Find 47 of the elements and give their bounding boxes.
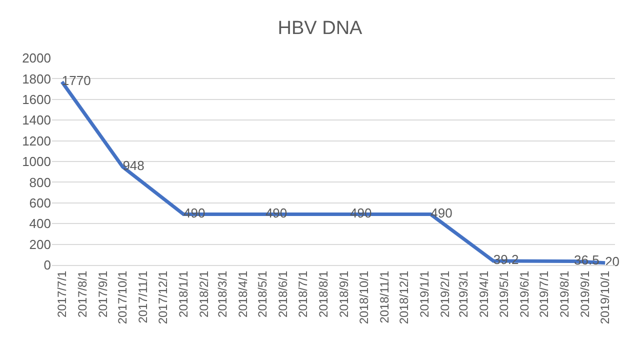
x-tick-label: 2019/7/1 [537, 270, 552, 318]
data-label: 39.2 [493, 252, 519, 268]
data-label: 490 [350, 206, 372, 221]
y-tick-label: 400 [29, 216, 51, 232]
x-tick-label: 2018/12/1 [397, 270, 412, 324]
x-tick-label: 2019/8/1 [558, 270, 572, 318]
x-tick-label: 2018/11/1 [377, 270, 392, 324]
y-tick-label: 1600 [22, 92, 51, 107]
x-tick-label: 2019/3/1 [456, 270, 471, 318]
x-tick-label: 2018/1/1 [176, 270, 190, 318]
data-label: 948 [122, 158, 144, 174]
y-tick-label: 1000 [22, 154, 51, 170]
x-tick-label: 2018/7/1 [296, 270, 310, 318]
x-tick-label: 2017/12/1 [156, 270, 170, 324]
x-tick-label: 2019/6/1 [517, 270, 532, 318]
x-tick-label: 2019/4/1 [477, 270, 492, 318]
x-tick-label: 2017/10/1 [116, 270, 130, 324]
y-tick-label: 800 [29, 174, 51, 190]
data-label: 490 [430, 206, 452, 221]
x-tick-label: 2019/1/1 [418, 270, 432, 318]
x-tick-label: 2019/9/1 [578, 270, 592, 318]
y-tick-label: 200 [29, 236, 51, 252]
x-tick-label: 2018/9/1 [336, 270, 351, 318]
y-tick-label: 1200 [22, 133, 51, 148]
data-label: 1770 [62, 73, 91, 88]
y-tick-label: 1800 [22, 71, 51, 86]
x-tick-label: 2017/8/1 [75, 270, 90, 318]
x-tick-label: 2018/8/1 [316, 270, 330, 318]
x-tick-label: 2017/9/1 [96, 270, 110, 318]
y-tick-label: 1400 [22, 112, 51, 128]
x-tick-label: 2017/11/1 [136, 270, 150, 324]
x-tick-label: 2018/2/1 [196, 270, 211, 318]
data-label: 490 [265, 206, 288, 221]
y-tick-label: 0 [44, 258, 51, 273]
x-tick-label: 2019/5/1 [496, 270, 511, 318]
x-tick-label: 2018/3/1 [215, 270, 230, 318]
x-tick-label: 2019/10/1 [598, 270, 612, 324]
x-tick-label: 2019/2/1 [438, 270, 452, 318]
y-tick-label: 2000 [22, 50, 51, 66]
x-tick-label: 2017/7/1 [54, 270, 69, 318]
x-tick-label: 2018/6/1 [276, 270, 290, 318]
x-tick-label: 2018/4/1 [236, 270, 250, 318]
x-tick-label: 2018/10/1 [356, 270, 371, 324]
x-tick-label: 2018/5/1 [256, 270, 270, 318]
data-label: 36.5 [574, 252, 600, 268]
y-tick-label: 600 [29, 195, 51, 210]
chart-title: HBV DNA [278, 18, 363, 40]
